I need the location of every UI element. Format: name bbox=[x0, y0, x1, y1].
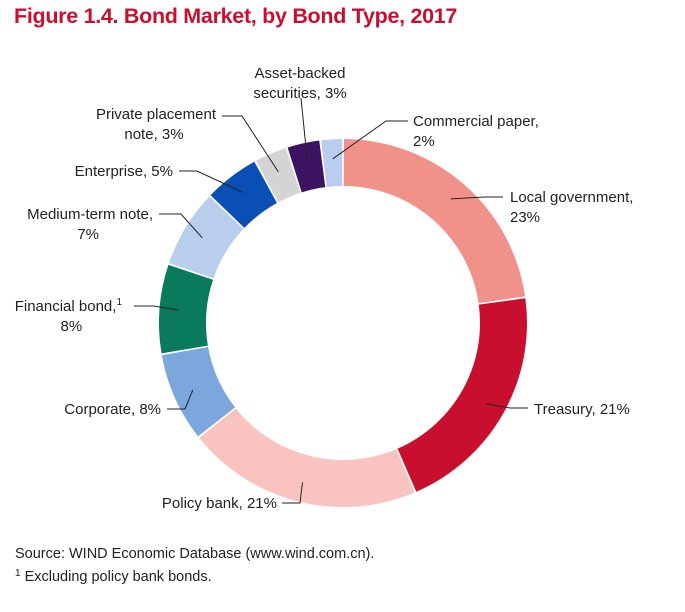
leader-financial-bond bbox=[134, 305, 180, 311]
leader-commercial-paper bbox=[332, 120, 408, 160]
label-private-placement-note: Private placement note, 3% bbox=[96, 106, 217, 143]
slice-enterprise bbox=[210, 161, 277, 228]
label-policy-bank: Policy bank, 21% bbox=[162, 495, 277, 512]
label-local-government: Local government, 23% bbox=[510, 189, 633, 226]
donut-slices bbox=[159, 139, 527, 507]
donut-chart: Local government, 23% Treasury, 21% Policy … bbox=[15, 65, 634, 512]
slice-policy-bank bbox=[199, 408, 415, 507]
chart-title: Figure 1.4. Bond Market, by Bond Type, 2… bbox=[14, 4, 458, 28]
chart-footer: Source: WIND Economic Database (www.wind… bbox=[15, 544, 374, 587]
footnote-marker: 1 bbox=[15, 568, 21, 579]
slice-labels: Local government, 23% Treasury, 21% Policy … bbox=[15, 65, 634, 512]
slice-asset-backed-securities bbox=[287, 140, 326, 193]
slice-financial-bond bbox=[159, 264, 214, 354]
leader-corporate bbox=[167, 389, 194, 410]
leader-lines bbox=[134, 97, 528, 504]
slice-private-placement-note bbox=[256, 148, 301, 203]
slice-commercial-paper bbox=[321, 139, 343, 187]
label-superscript: 1 bbox=[116, 297, 122, 308]
slice-corporate bbox=[161, 347, 236, 437]
source-note: Source: WIND Economic Database (www.wind… bbox=[15, 546, 375, 562]
label-medium-term-note: Medium-term note, 7% bbox=[27, 206, 153, 243]
label-corporate: Corporate, 8% bbox=[64, 401, 161, 418]
leader-asset-backed-securities bbox=[300, 97, 308, 163]
slice-treasury bbox=[397, 298, 527, 492]
leader-private-placement-note bbox=[222, 115, 279, 173]
leader-policy-bank bbox=[282, 482, 303, 504]
label-commercial-paper: Commercial paper, 2% bbox=[413, 113, 539, 150]
leader-enterprise bbox=[179, 170, 244, 193]
slice-medium-term-note bbox=[169, 196, 244, 279]
label-financial-bond: Financial bond,1 8% bbox=[15, 297, 123, 335]
label-enterprise: Enterprise, 5% bbox=[75, 163, 173, 180]
footnote: 1 Excluding policy bank bonds. bbox=[15, 564, 374, 587]
leader-local-government bbox=[450, 196, 503, 200]
leader-medium-term-note bbox=[159, 213, 203, 239]
footnote-text: Excluding policy bank bonds. bbox=[24, 569, 212, 585]
label-treasury: Treasury, 21% bbox=[534, 401, 630, 418]
leader-treasury bbox=[486, 403, 528, 409]
label-asset-backed-securities: Asset-backed securities, 3% bbox=[253, 65, 346, 102]
slice-local-government bbox=[343, 139, 526, 304]
